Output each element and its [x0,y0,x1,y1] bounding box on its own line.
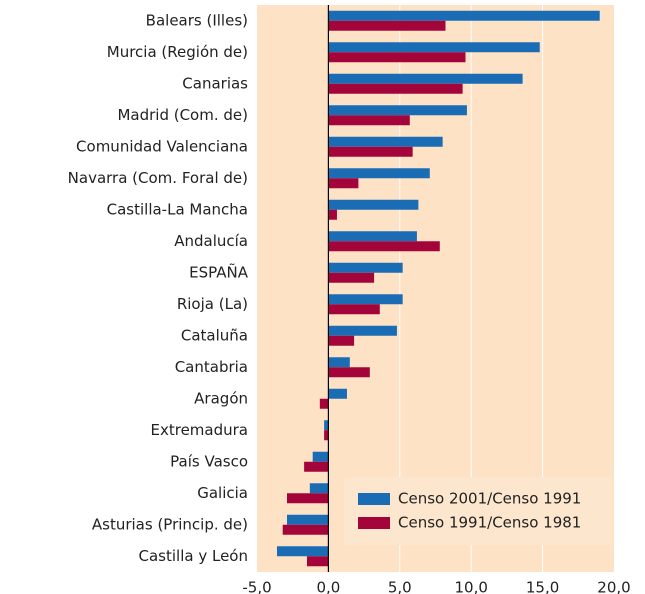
bar [304,461,329,472]
bar [282,524,329,535]
bar [328,178,359,189]
bar [306,556,329,567]
y-tick-label: Galicia [197,484,248,502]
bar [328,42,540,53]
x-tick-label: 10,0 [454,579,487,594]
y-tick-label: Navarra (Com. Foral de) [68,169,248,187]
bar [328,83,463,94]
bar [319,398,329,409]
bar [328,136,443,147]
legend-label: Censo 1991/Censo 1981 [398,514,581,532]
bar [328,10,600,21]
x-tick-label: 15,0 [526,579,559,594]
y-tick-label: Comunidad Valenciana [76,137,248,155]
y-tick-label: País Vasco [170,452,248,470]
y-tick-label: Andalucía [174,232,248,250]
legend-label: Censo 2001/Censo 1991 [398,490,581,508]
bar [328,52,466,63]
y-tick-label: Asturias (Princip. de) [92,515,248,533]
bar [328,262,403,273]
y-tick-label: Castilla y León [139,547,248,565]
bar [328,231,417,242]
y-tick-label: Murcia (Región de) [107,43,248,61]
bar [328,294,403,305]
bar [328,115,410,126]
bar [328,367,370,378]
bar [328,325,397,336]
bar [324,430,329,441]
y-tick-label: Rioja (La) [177,295,248,313]
bar [328,20,446,31]
bar [312,451,329,462]
bar [328,357,350,368]
x-tick-label: -5,0 [242,579,271,594]
bar [324,420,329,431]
y-tick-label: Canarias [182,74,248,92]
bar [328,146,413,157]
legend-swatch [358,493,390,505]
bar [286,514,329,525]
y-tick-label: Castilla-La Mancha [107,200,248,218]
bar [328,73,523,84]
y-tick-label: Cantabria [175,358,248,376]
x-tick-label: 0,0 [316,579,340,594]
bar [328,105,467,116]
bar [328,241,440,252]
bar [286,493,329,504]
bar [309,483,329,494]
y-tick-label: Cataluña [181,326,248,344]
legend-box [344,477,612,545]
y-tick-label: Aragón [194,389,248,407]
y-tick-label: Extremadura [151,421,249,439]
bar [328,272,375,283]
bar [328,209,337,220]
x-tick-label: 5,0 [388,579,412,594]
bar [328,304,380,315]
bar [328,199,419,210]
legend-swatch [358,517,390,529]
y-tick-label: Balears (Illes) [146,11,248,29]
y-tick-label: ESPAÑA [189,262,249,281]
bar [328,335,355,346]
bar [276,546,329,557]
bar [328,168,430,179]
x-tick-label: 20,0 [597,579,630,594]
bar [328,388,347,399]
y-tick-label: Madrid (Com. de) [117,106,248,124]
